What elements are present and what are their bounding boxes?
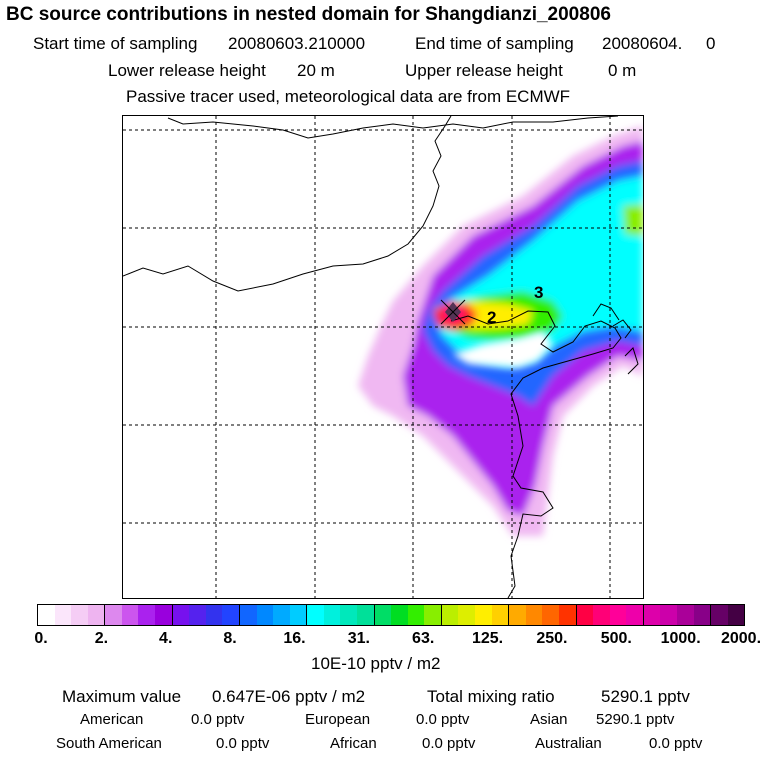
colorbar-tick-label: 2.: [94, 630, 109, 647]
colorbar-segment: [138, 605, 156, 625]
colorbar-segment: [105, 605, 122, 625]
marker-label-2: 2: [487, 308, 496, 327]
station-marker: [440, 299, 466, 325]
boundaries: [123, 116, 639, 598]
coastline-peninsula: [592, 303, 620, 321]
region-value: 0.0 pptv: [649, 735, 703, 752]
region-name: Australian: [535, 735, 602, 752]
colorbar-segment: [222, 605, 240, 625]
colorbar-segment: [54, 605, 72, 625]
colorbar-tick-label: 250.: [536, 630, 568, 647]
colorbar-segment: [693, 605, 712, 625]
border-mongolia: [123, 116, 452, 292]
colorbar-tick-label: 125.: [471, 630, 504, 647]
colorbar-segment: [441, 605, 459, 625]
region-value: 0.0 pptv: [416, 711, 470, 728]
colorbar-segment: [273, 605, 290, 625]
end-time-label: End time of sampling: [415, 34, 574, 53]
colorbar-units: 10E-10 pptv / m2: [311, 654, 441, 673]
colorbar-segment: [491, 605, 510, 625]
max-value: 0.647E-06 pptv / m2: [212, 687, 366, 706]
coastline-east: [624, 347, 639, 375]
upper-height-value: 0 m: [608, 61, 637, 80]
region-name: American: [80, 711, 144, 728]
bay-gap: [453, 331, 553, 368]
colorbar-tick-label: 2000.: [720, 630, 762, 647]
colorbar-segment: [172, 605, 190, 625]
colorbar-segment: [256, 605, 274, 625]
colorbar-segment: [87, 605, 106, 625]
plume-level-green-ne: [623, 204, 643, 236]
marker-label-3: 3: [534, 283, 543, 302]
colorbar-tick-label: 1000.: [660, 630, 701, 647]
total-label: Total mixing ratio: [427, 687, 555, 706]
max-label: Maximum value: [62, 687, 182, 706]
region-value: 0.0 pptv: [422, 735, 476, 752]
coastline: [450, 310, 622, 598]
lower-height-value: 20 m: [297, 61, 335, 80]
colorbar-segment: [643, 605, 661, 625]
colorbar-segment: [576, 605, 594, 625]
colorbar-tick-label: 16.: [283, 630, 306, 647]
end-time-value: 20080604. 0: [602, 34, 716, 53]
colorbar-segment: [374, 605, 392, 625]
coastline-korea: [612, 319, 632, 339]
colorbar-segment: [676, 605, 694, 625]
colorbar-tick-label: 63.: [412, 630, 435, 647]
colorbar-segment: [38, 605, 55, 625]
colorbar-segment: [727, 605, 745, 625]
colorbar-segment: [593, 605, 610, 625]
colorbar-segment: [509, 605, 526, 625]
colorbar-segment: [558, 605, 577, 625]
colorbar-segment: [307, 605, 324, 625]
colorbar-segment: [323, 605, 341, 625]
colorbar-segment: [155, 605, 173, 625]
start-time-label: Start time of sampling: [33, 34, 198, 53]
colorbar-segment: [711, 605, 728, 625]
colorbar-tick-label: 4.: [159, 630, 173, 647]
colorbar: [37, 604, 745, 626]
colorbar-segment: [189, 605, 206, 625]
upper-height-label: Upper release height: [405, 61, 563, 80]
colorbar-segment: [475, 605, 492, 625]
colorbar-segment: [121, 605, 139, 625]
colorbar-segment: [239, 605, 257, 625]
colorbar-tick-label: 0.: [34, 630, 48, 647]
chart-title: BC source contributions in nested domain…: [6, 4, 611, 25]
colorbar-segment: [626, 605, 644, 625]
colorbar-segment: [71, 605, 88, 625]
colorbar-segment: [407, 605, 425, 625]
colorbar-segment: [424, 605, 442, 625]
start-time-value: 20080603.210000: [228, 34, 366, 53]
region-value: 5290.1 pptv: [596, 711, 675, 728]
colorbar-segment: [205, 605, 223, 625]
plume-layers: [358, 126, 643, 536]
colorbar-tick-label: 31.: [347, 630, 370, 647]
graticule: [123, 116, 643, 598]
colorbar-segment: [660, 605, 677, 625]
region-name: South American: [56, 735, 162, 752]
colorbar-segment: [525, 605, 543, 625]
colorbar-segment: [391, 605, 408, 625]
border-north: [167, 116, 619, 139]
colorbar-segment: [340, 605, 357, 625]
colorbar-segment: [289, 605, 308, 625]
tracer-note: Passive tracer used, meteorological data…: [126, 87, 571, 106]
region-name: African: [330, 735, 377, 752]
map-canvas: 2 3: [123, 116, 643, 598]
region-name: Asian: [530, 711, 568, 728]
region-value: 0.0 pptv: [216, 735, 270, 752]
colorbar-segment: [356, 605, 375, 625]
colorbar-segment: [542, 605, 559, 625]
colorbar-tick-label: 500.: [600, 630, 632, 647]
colorbar-tick-label: 8.: [223, 630, 237, 647]
concentration-map: 2 3: [122, 115, 644, 599]
region-name: European: [305, 711, 371, 728]
station-cross-b: [440, 299, 466, 325]
colorbar-segment: [458, 605, 476, 625]
lower-height-label: Lower release height: [108, 61, 266, 80]
region-value: 0.0 pptv: [191, 711, 245, 728]
total-value: 5290.1 pptv: [601, 687, 690, 706]
colorbar-segment: [609, 605, 627, 625]
